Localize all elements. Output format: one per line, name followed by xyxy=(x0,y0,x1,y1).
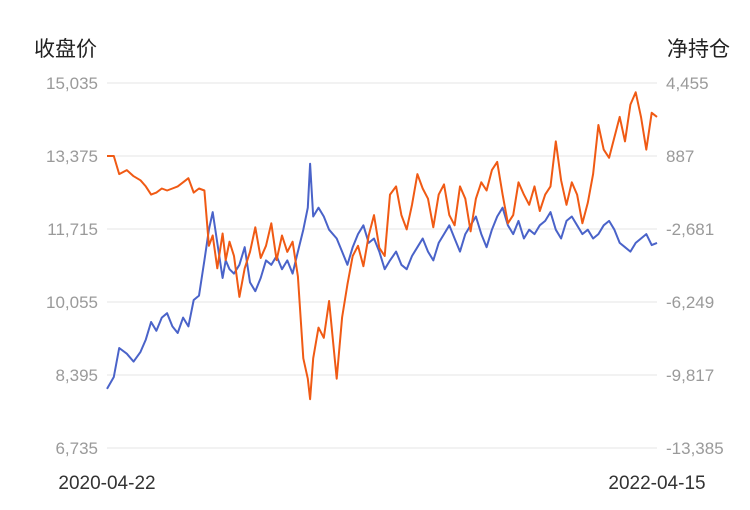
right-axis-tick-label: 887 xyxy=(666,147,694,166)
x-axis-end-label: 2022-04-15 xyxy=(608,473,705,494)
right-axis-tick-label: 4,455 xyxy=(666,74,709,93)
left-axis-series-line xyxy=(106,162,658,390)
right-axis-series-line xyxy=(107,91,658,401)
right-axis-tick-label: -6,249 xyxy=(666,293,714,312)
left-axis-title: 收盘价 xyxy=(34,38,97,61)
left-axis-tick-label: 6,735 xyxy=(55,439,98,458)
left-axis-tick-label: 10,055 xyxy=(46,293,98,312)
series-lines xyxy=(106,91,658,401)
right-axis-tick-label: -9,817 xyxy=(666,366,714,385)
right-axis-tick-label: -13,385 xyxy=(666,439,724,458)
right-axis-title: 净持仓 xyxy=(667,38,730,61)
left-axis-ticks: 15,035 13,375 11,715 10,055 8,395 6,735 xyxy=(46,74,98,458)
left-axis-tick-label: 8,395 xyxy=(55,366,98,385)
right-axis-tick-label: -2,681 xyxy=(666,220,714,239)
left-axis-tick-label: 15,035 xyxy=(46,74,98,93)
gridlines xyxy=(107,82,657,449)
right-axis-ticks: 4,455 887 -2,681 -6,249 -9,817 -13,385 xyxy=(666,74,724,458)
left-axis-tick-label: 11,715 xyxy=(47,220,98,239)
x-axis-start-label: 2020-04-22 xyxy=(58,473,155,494)
left-axis-tick-label: 13,375 xyxy=(46,147,98,166)
